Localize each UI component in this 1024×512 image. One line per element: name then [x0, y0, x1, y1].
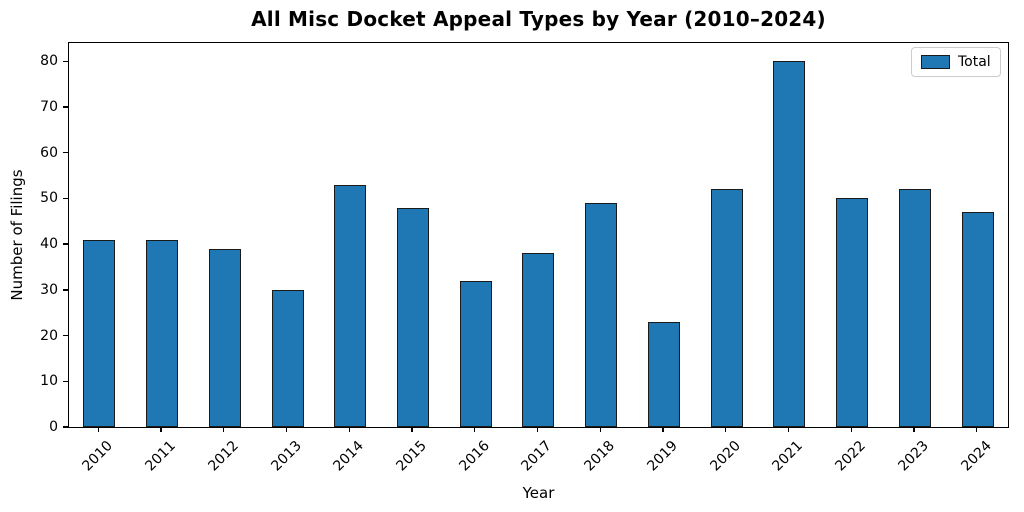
y-tick-label: 30	[40, 281, 58, 298]
x-tick-label: 2018	[581, 437, 619, 475]
x-tick-mark	[662, 427, 664, 432]
x-tick-mark	[536, 427, 539, 432]
y-tick-mark	[63, 152, 68, 154]
x-axis-label: Year	[522, 484, 555, 502]
bar-2015	[397, 207, 429, 427]
bar-2024	[961, 212, 994, 427]
bar-2023	[898, 189, 931, 427]
x-tick-mark	[474, 427, 476, 432]
x-tick-mark	[160, 427, 162, 432]
bar-2018	[585, 203, 618, 427]
bar-2013	[271, 289, 304, 427]
x-tick-mark	[725, 427, 727, 432]
x-tick-label: 2012	[205, 437, 242, 475]
x-tick-mark	[850, 427, 852, 432]
y-tick-label: 50	[40, 190, 58, 207]
x-tick-label: 2010	[79, 437, 117, 475]
x-tick-mark	[913, 427, 915, 432]
x-tick-label: 2022	[832, 437, 870, 475]
x-tick-label: 2014	[330, 437, 368, 475]
y-tick-mark	[63, 426, 68, 428]
plot-area	[68, 42, 1009, 428]
y-tick-mark	[63, 334, 68, 337]
x-tick-mark	[599, 427, 601, 432]
x-tick-label: 2024	[958, 437, 995, 475]
chart-title: All Misc Docket Appeal Types by Year (20…	[251, 7, 826, 31]
bar-2022	[836, 198, 869, 427]
x-tick-label: 2016	[456, 437, 493, 475]
x-tick-mark	[223, 427, 225, 432]
x-tick-mark	[348, 427, 350, 432]
y-tick-label: 40	[40, 236, 58, 253]
x-tick-label: 2023	[895, 437, 932, 475]
bar-2011	[146, 239, 179, 427]
x-tick-mark	[97, 427, 99, 432]
y-tick-mark	[63, 60, 68, 62]
bar-2020	[710, 189, 743, 427]
x-tick-label: 2011	[142, 437, 179, 475]
y-tick-mark	[63, 243, 68, 245]
x-tick-mark	[976, 427, 978, 432]
y-tick-label: 0	[49, 419, 58, 435]
x-tick-mark	[285, 427, 288, 432]
x-tick-label: 2017	[518, 437, 556, 475]
x-tick-label: 2015	[393, 437, 430, 475]
x-tick-mark	[411, 427, 413, 432]
bar-2014	[334, 184, 367, 427]
y-tick-label: 10	[40, 373, 58, 390]
bar-2016	[459, 280, 492, 427]
y-tick-mark	[63, 197, 68, 200]
x-tick-label: 2020	[707, 437, 744, 475]
x-tick-label: 2019	[644, 437, 681, 475]
bar-2010	[83, 239, 116, 427]
legend-swatch-icon	[921, 55, 950, 69]
y-tick-mark	[63, 289, 68, 291]
x-tick-label: 2021	[769, 437, 807, 475]
bar-2019	[647, 321, 680, 427]
bar-2012	[208, 248, 241, 427]
y-tick-mark	[63, 380, 68, 382]
bar-2021	[773, 61, 806, 427]
y-tick-label: 60	[40, 144, 58, 161]
legend-label: Total	[958, 54, 991, 70]
y-tick-label: 20	[40, 327, 58, 344]
y-tick-label: 80	[40, 53, 58, 70]
x-tick-mark	[787, 427, 790, 432]
y-tick-mark	[63, 106, 68, 108]
bar-2017	[522, 253, 555, 427]
y-tick-label: 70	[40, 99, 58, 115]
legend: Total	[911, 47, 1001, 77]
x-tick-label: 2013	[267, 437, 305, 475]
